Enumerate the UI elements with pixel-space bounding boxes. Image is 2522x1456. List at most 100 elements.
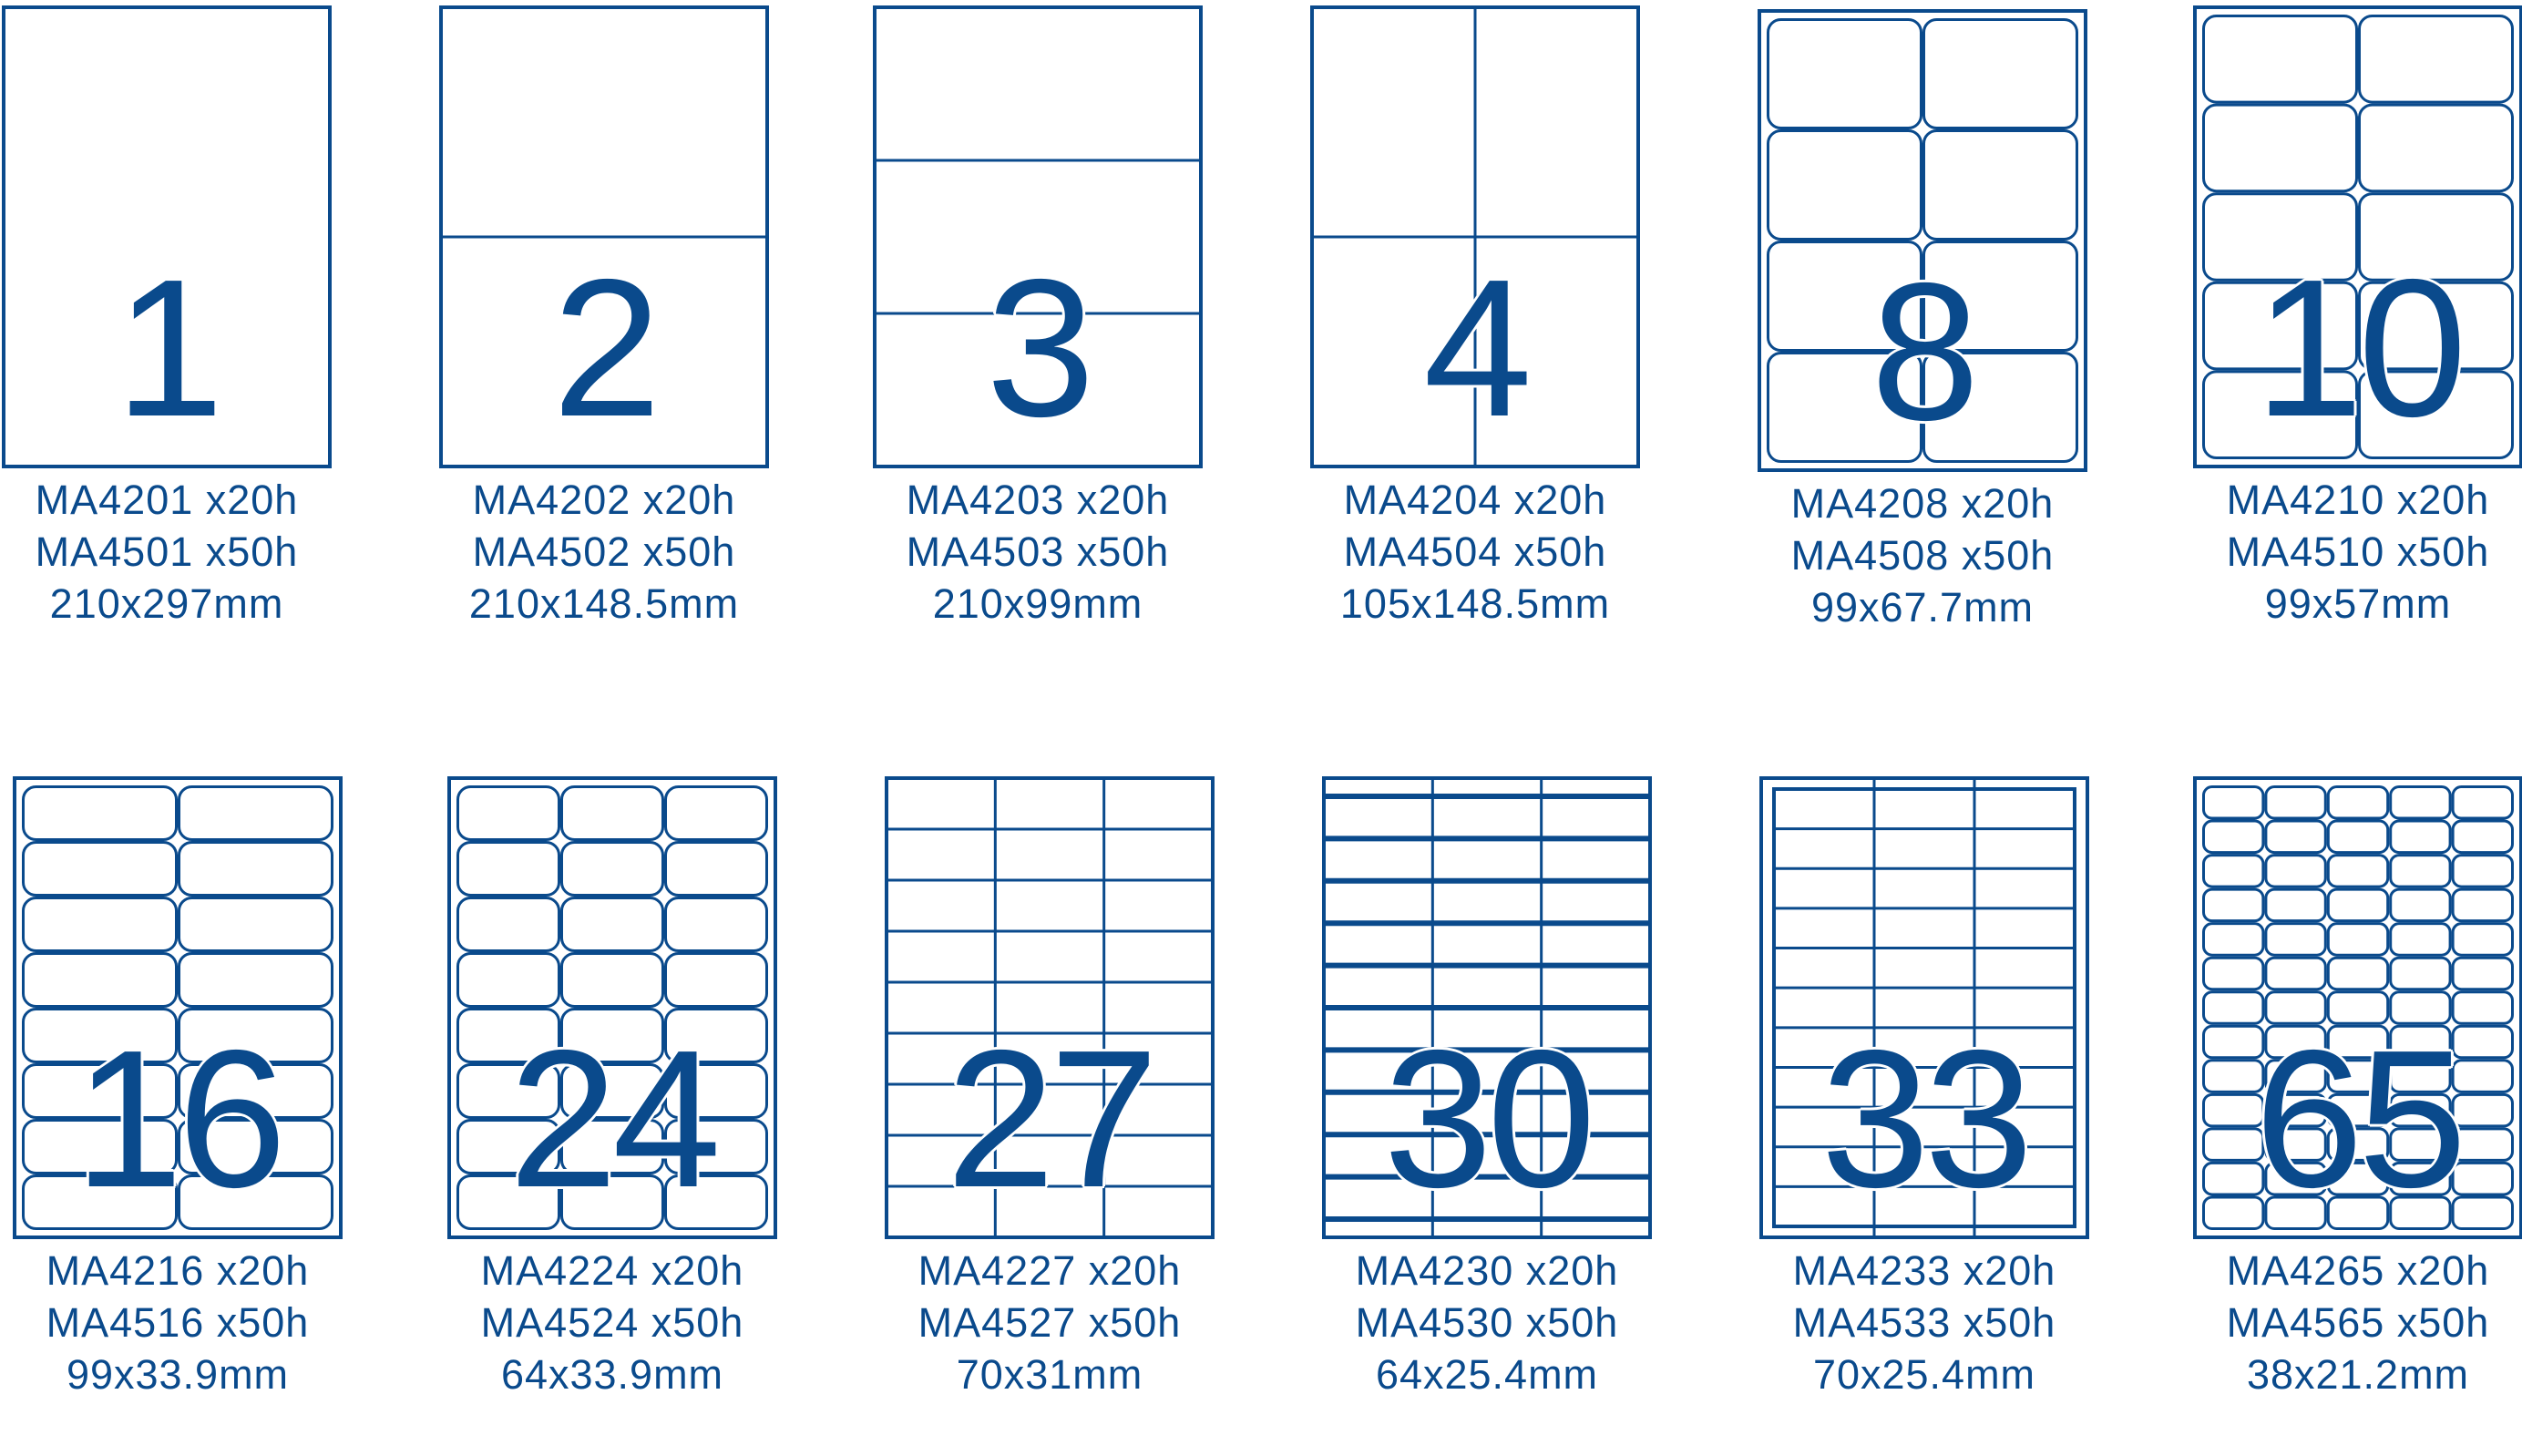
label-cell [22,1008,178,1063]
label-cell [456,1174,560,1230]
sheet-layout-preview: 24 [447,776,777,1239]
label-cell [2451,922,2515,957]
label-sheet-2[interactable]: 2 MA4202 x20h MA4502 x50h 210x148.5mm [439,5,769,630]
label-sheet-3[interactable]: 3 MA4203 x20h MA4503 x50h 210x99mm [873,5,1203,630]
label-cell [2389,819,2452,855]
product-code-50: MA4504 x50h [1343,528,1607,575]
label-cell [2202,819,2265,855]
label-sheet-10[interactable]: 10 MA4210 x20h MA4510 x50h 99x57mm [2193,5,2522,630]
label-cell [2202,1161,2265,1196]
label-sheet-27[interactable]: 27 MA4227 x20h MA4527 x50h 70x31mm [885,776,1215,1400]
label-cell [2202,1092,2265,1128]
label-sheet-30[interactable]: 30 MA4230 x20h MA4530 x50h 64x25.4mm [1322,776,1652,1400]
label-cell [2389,854,2452,888]
sheet-layout-preview: 65 [2193,776,2522,1239]
label-sheet-1[interactable]: 1 MA4201 x20h MA4501 x50h 210x297mm [2,5,332,630]
product-code-50: MA4510 x50h [2226,528,2490,575]
label-count: 27 [946,1009,1158,1228]
label-cell [664,952,768,1008]
label-sheet-65[interactable]: 65 MA4265 x20h MA4565 x50h 38x21.2mm [2193,776,2522,1400]
label-cell [178,841,333,897]
sheet-grid [447,776,777,1239]
label-sheet-24[interactable]: 24 MA4224 x20h MA4524 x50h 64x33.9mm [447,776,777,1400]
product-code-20: MA4265 x20h [2226,1247,2490,1294]
label-size: 64x25.4mm [1375,1351,1599,1398]
label-cell [1922,129,2078,241]
product-code-50: MA4502 x50h [472,528,736,575]
label-cell [664,1063,768,1119]
caption: MA4230 x20h MA4530 x50h 64x25.4mm [1322,1245,1652,1400]
label-cell [2389,990,2452,1025]
label-cell [2389,922,2452,957]
label-cell [2264,887,2327,923]
label-cell [456,841,560,897]
label-cell [456,1119,560,1174]
label-cell [560,897,664,952]
sheet-grid [873,5,1203,468]
label-cell [2326,1024,2390,1060]
label-cell [1767,129,1922,241]
label-sheet-33[interactable]: 33 MA4233 x20h MA4533 x50h 70x25.4mm [1759,776,2089,1400]
label-cell [22,1174,178,1230]
label-cell [560,1174,664,1230]
label-cell [2389,1092,2452,1128]
label-cell [2389,1161,2452,1196]
label-count: 16 [74,1009,286,1228]
label-cell [2202,1195,2265,1231]
label-cell [2202,1024,2265,1060]
sheet-grid [1759,776,2089,1239]
caption: MA4204 x20h MA4504 x50h 105x148.5mm [1310,474,1640,630]
label-cell [2264,1092,2327,1128]
label-cell [2358,192,2514,282]
label-sheet-16[interactable]: 16 MA4216 x20h MA4516 x50h 99x33.9mm [13,776,343,1400]
label-size: 64x33.9mm [500,1351,724,1398]
inner-frame [1772,787,2076,1228]
caption: MA4208 x20h MA4508 x50h 99x67.7mm [1758,477,2087,633]
product-code-20: MA4201 x20h [35,477,299,523]
label-cell [2202,1059,2265,1093]
label-cell [2326,785,2390,820]
label-cell [664,785,768,841]
label-cell [2202,103,2358,193]
product-code-20: MA4202 x20h [472,477,736,523]
label-cell [2326,1127,2390,1162]
label-sheet-4[interactable]: 4 MA4204 x20h MA4504 x50h 105x148.5mm [1310,5,1640,630]
label-cell [456,897,560,952]
label-cell [2264,990,2327,1025]
product-code-50: MA4530 x50h [1355,1299,1619,1346]
label-cell [2264,1161,2327,1196]
sheet-border [873,5,1203,468]
caption: MA4210 x20h MA4510 x50h 99x57mm [2193,474,2522,630]
label-cell [2202,370,2358,459]
label-count: 1 [115,238,224,457]
sheet-layout-preview: 33 [1759,776,2089,1239]
product-code-50: MA4533 x50h [1792,1299,2056,1346]
product-code-20: MA4203 x20h [906,477,1170,523]
label-size: 105x148.5mm [1339,580,1611,627]
label-cell [456,1008,560,1063]
label-cell [2451,1092,2515,1128]
label-cell [2264,956,2327,991]
label-cell [2451,956,2515,991]
label-size: 99x67.7mm [1810,584,2035,631]
sheet-grid [1322,776,1652,1239]
label-sheet-8[interactable]: 8 MA4208 x20h MA4508 x50h 99x67.7mm [1758,9,2087,633]
caption: MA4233 x20h MA4533 x50h 70x25.4mm [1759,1245,2089,1400]
label-cell [178,1063,333,1119]
label-size: 70x25.4mm [1812,1351,2036,1398]
label-cell [456,785,560,841]
label-cell [2202,854,2265,888]
sheet-grid [439,5,769,468]
label-count: 65 [2254,1009,2466,1228]
sheet-grid [2193,776,2522,1239]
label-cell [2202,956,2265,991]
label-count: 10 [2254,238,2466,457]
label-cell [178,1008,333,1063]
label-cell [456,952,560,1008]
product-code-50: MA4565 x50h [2226,1299,2490,1346]
label-cell [22,1119,178,1174]
label-cell [456,1063,560,1119]
label-count: 8 [1871,241,1980,461]
label-cell [2264,1127,2327,1162]
label-cell [1922,18,2078,129]
